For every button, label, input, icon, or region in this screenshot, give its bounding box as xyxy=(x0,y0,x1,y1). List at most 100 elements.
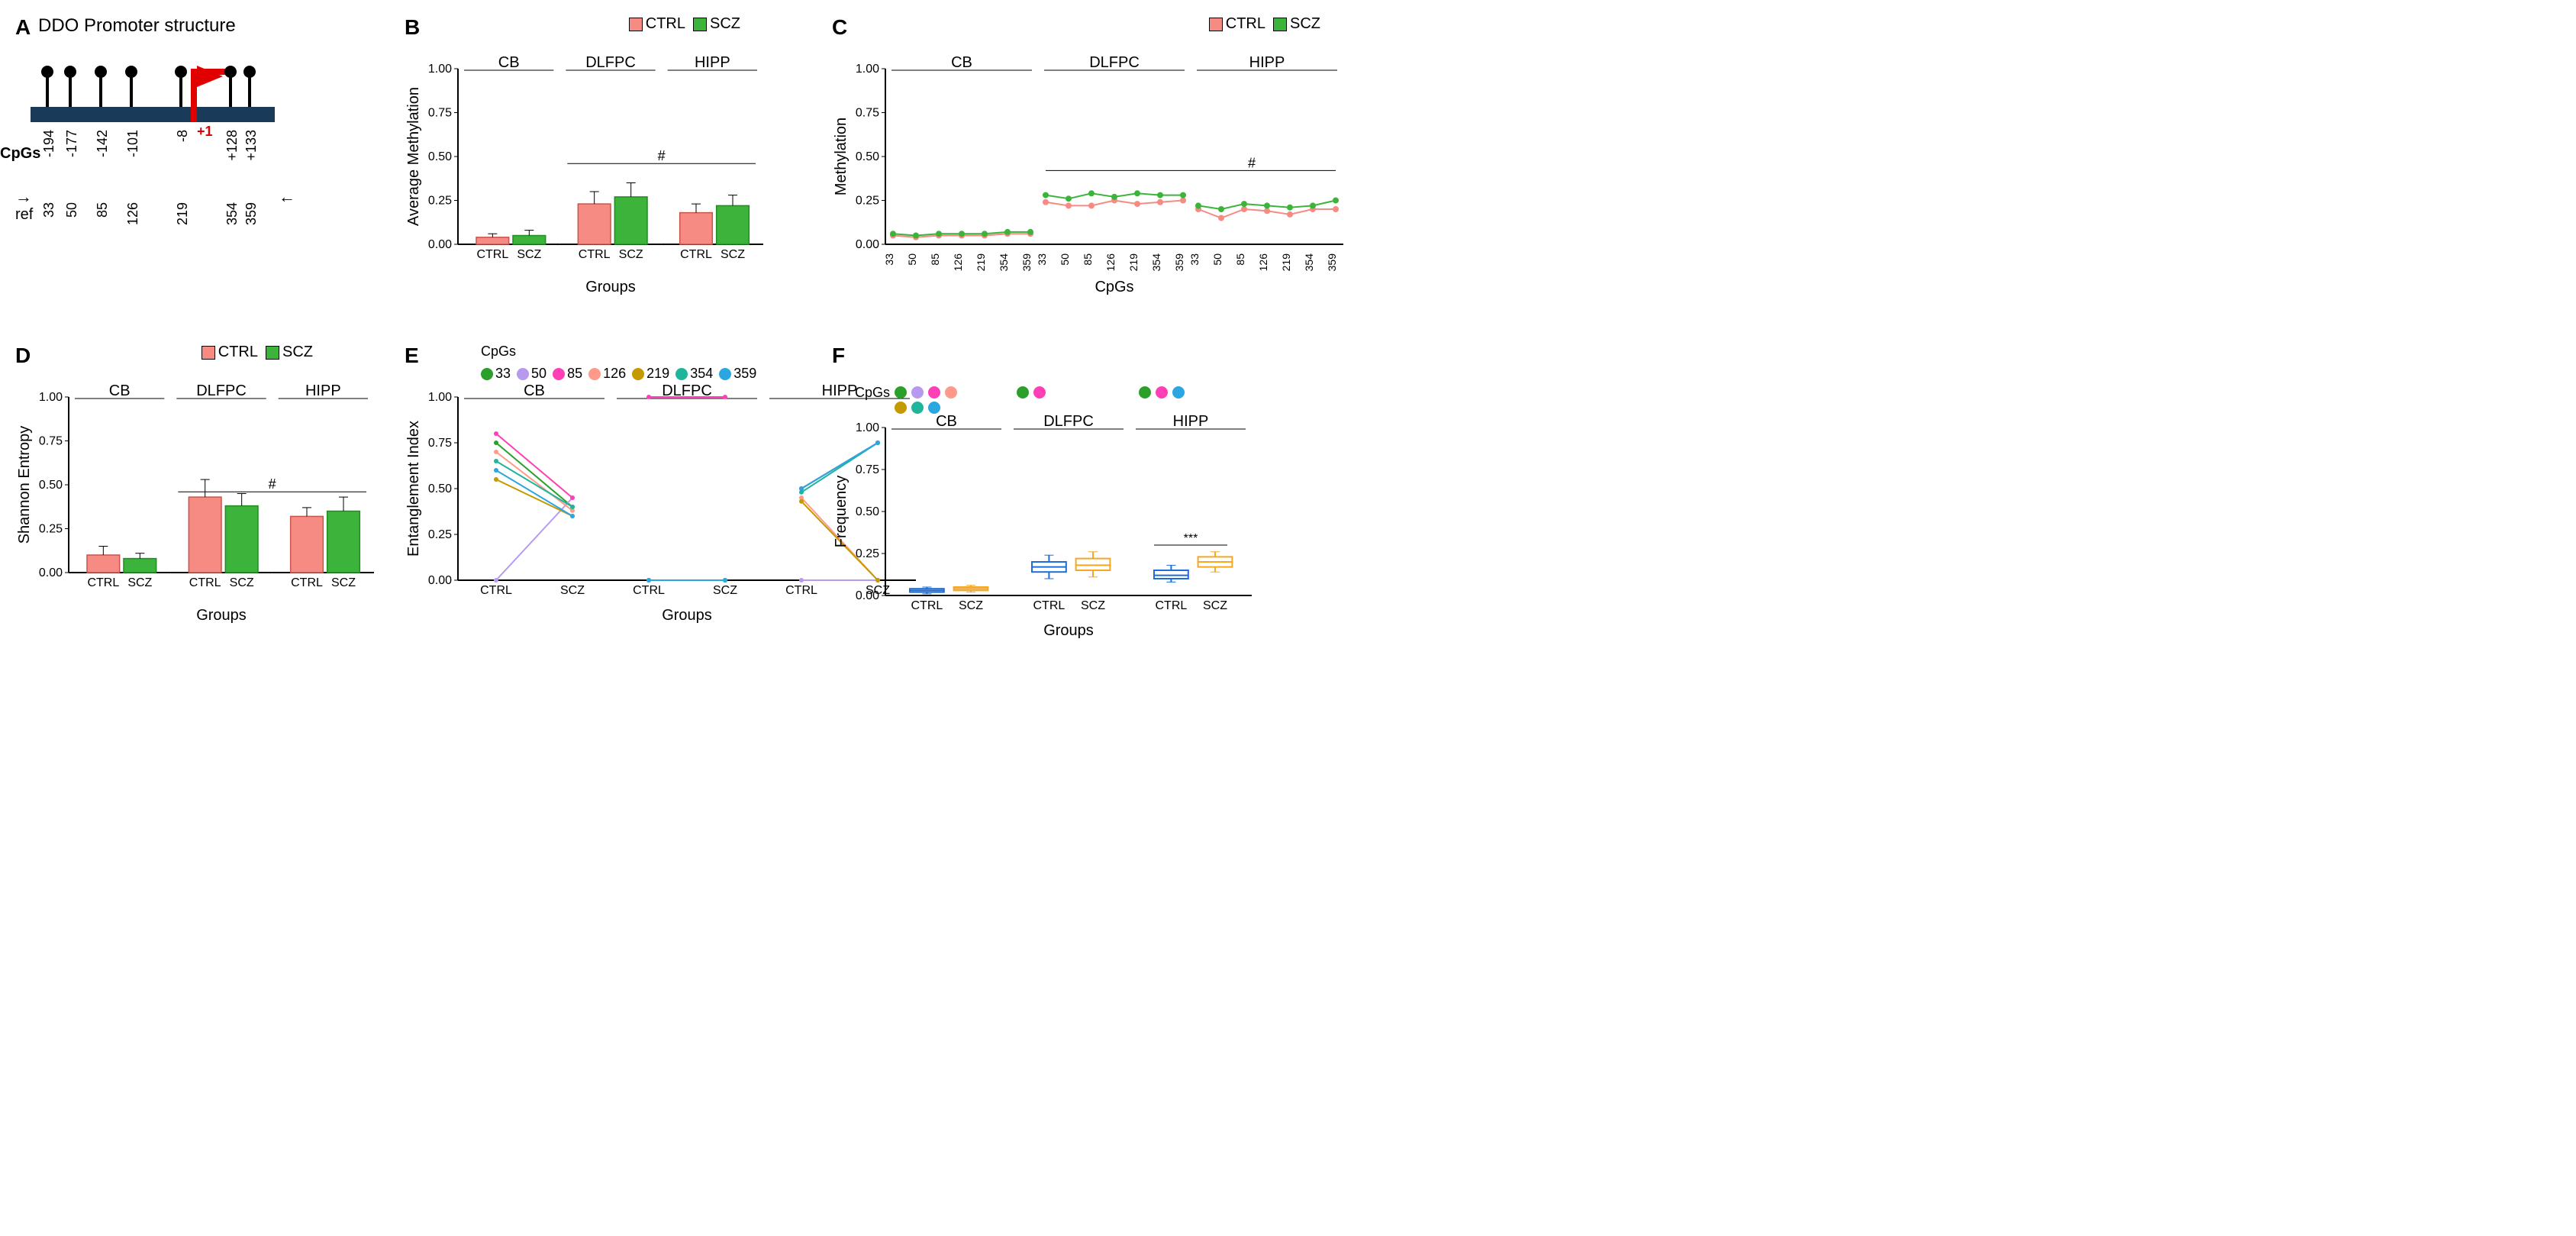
ref-pos: 359 xyxy=(243,202,260,225)
svg-text:0.25: 0.25 xyxy=(428,528,452,541)
svg-text:Groups: Groups xyxy=(196,607,247,624)
ref-pos: 50 xyxy=(64,202,80,218)
panel-a-label: A xyxy=(15,15,31,40)
panel-d-label: D xyxy=(15,344,31,368)
right-primer-arrow: ← xyxy=(279,187,295,207)
cpg-lollipop xyxy=(46,76,49,107)
left-primer-arrow: → xyxy=(15,187,32,207)
svg-text:CpGs: CpGs xyxy=(1095,279,1133,295)
promoter-bar xyxy=(31,107,275,122)
panel-f-label: F xyxy=(832,344,845,368)
svg-text:126: 126 xyxy=(1104,253,1117,272)
svg-text:SCZ: SCZ xyxy=(127,576,152,589)
legend-scz: SCZ xyxy=(710,15,740,33)
svg-text:CTRL: CTRL xyxy=(87,576,119,589)
svg-text:1.00: 1.00 xyxy=(856,63,879,76)
cpg-legend-label: CpGs xyxy=(481,344,516,360)
svg-text:Groups: Groups xyxy=(662,607,712,624)
svg-text:HIPP: HIPP xyxy=(695,54,730,71)
svg-text:219: 219 xyxy=(1127,253,1140,272)
cpg-pos: -8 xyxy=(175,130,191,142)
svg-text:0.00: 0.00 xyxy=(428,238,452,251)
svg-text:359: 359 xyxy=(1173,253,1185,272)
svg-text:#: # xyxy=(269,476,276,492)
panel-f: F CpGsCBCTRLSCZDLFPCCTRLSCZHIPPCTRLSCZ0.… xyxy=(832,344,1366,641)
svg-text:Methylation: Methylation xyxy=(833,118,850,195)
cpgs-row-label: CpGs xyxy=(0,145,40,163)
ref-pos: 354 xyxy=(224,202,240,225)
svg-text:33: 33 xyxy=(1036,253,1048,266)
svg-text:CB: CB xyxy=(951,54,972,71)
cpg-legend-item: 85 xyxy=(553,366,582,382)
legend-scz-d: SCZ xyxy=(282,344,313,361)
cpg-pos: -142 xyxy=(95,130,111,157)
svg-text:DLFPC: DLFPC xyxy=(1043,413,1094,430)
svg-text:CTRL: CTRL xyxy=(476,248,508,261)
svg-text:CB: CB xyxy=(524,382,545,399)
panel-a-title: DDO Promoter structure xyxy=(38,15,236,37)
panel-c-chart: 0.000.250.500.751.00MethylationCB3350851… xyxy=(832,53,1351,298)
svg-text:1.00: 1.00 xyxy=(428,391,452,404)
svg-text:SCZ: SCZ xyxy=(230,576,254,589)
svg-text:DLFPC: DLFPC xyxy=(196,382,247,399)
svg-text:HIPP: HIPP xyxy=(1173,413,1209,430)
svg-text:0.75: 0.75 xyxy=(428,437,452,450)
panel-f-chart: CpGsCBCTRLSCZDLFPCCTRLSCZHIPPCTRLSCZ0.00… xyxy=(832,382,1259,641)
svg-text:50: 50 xyxy=(1059,253,1071,266)
svg-text:#: # xyxy=(658,148,666,163)
svg-text:0.25: 0.25 xyxy=(39,523,63,536)
svg-text:354: 354 xyxy=(1150,253,1162,272)
panel-e-label: E xyxy=(405,344,419,368)
svg-text:***: *** xyxy=(1184,532,1198,545)
svg-text:0.75: 0.75 xyxy=(39,435,63,448)
cpg-legend-item: 126 xyxy=(588,366,626,382)
panel-b-chart: 0.00 0.25 0.50 0.75 1.00 Average Methylation C… xyxy=(405,53,771,298)
svg-text:SCZ: SCZ xyxy=(331,576,356,589)
cpg-pos: +128 xyxy=(224,130,240,161)
svg-text:33: 33 xyxy=(883,253,895,266)
svg-text:Groups: Groups xyxy=(585,279,636,295)
svg-text:CTRL: CTRL xyxy=(189,576,221,589)
promoter-diagram: CpGs → ← ref -194-177-142-101-8+128+133 … xyxy=(15,46,305,244)
legend-ctrl: CTRL xyxy=(646,15,685,33)
legend-scz-c: SCZ xyxy=(1290,15,1320,33)
svg-text:SCZ: SCZ xyxy=(1203,599,1227,612)
svg-text:0.00: 0.00 xyxy=(428,574,452,587)
cpg-legend-item: 50 xyxy=(517,366,546,382)
figure-grid: A DDO Promoter structure CpGs → ← ref -1… xyxy=(15,15,2561,641)
svg-text:Entanglement Index: Entanglement Index xyxy=(405,421,422,557)
svg-text:1.00: 1.00 xyxy=(428,63,452,76)
svg-text:354: 354 xyxy=(1303,253,1315,272)
svg-text:0.50: 0.50 xyxy=(428,482,452,495)
legend-ctrl-d: CTRL xyxy=(218,344,258,361)
panel-c-label: C xyxy=(832,15,847,40)
panel-d: D CTRL SCZ 0.000.250.500.751.00Shannon E… xyxy=(15,344,359,641)
svg-text:85: 85 xyxy=(1234,253,1246,266)
svg-text:0.75: 0.75 xyxy=(428,107,452,120)
cpg-lollipop xyxy=(248,76,251,107)
cpg-legend-item: 219 xyxy=(632,366,669,382)
cpg-pos: -194 xyxy=(41,130,57,157)
svg-text:Average Methylation: Average Methylation xyxy=(405,87,422,226)
panel-e: E CpGs 335085126219354359 0.000.250.500.… xyxy=(405,344,786,641)
cpg-pos: -177 xyxy=(64,130,80,157)
svg-text:SCZ: SCZ xyxy=(713,584,737,597)
svg-text:354: 354 xyxy=(998,253,1010,272)
panel-c: C CTRL SCZ 0.000.250.500.751.00Methylati… xyxy=(832,15,1366,298)
svg-text:85: 85 xyxy=(1082,253,1094,266)
svg-text:0.00: 0.00 xyxy=(856,238,879,251)
legend-ctrl-c: CTRL xyxy=(1226,15,1265,33)
svg-text:0.75: 0.75 xyxy=(856,463,879,476)
svg-text:Frequency: Frequency xyxy=(833,476,850,548)
svg-text:1.00: 1.00 xyxy=(856,421,879,434)
svg-text:SCZ: SCZ xyxy=(721,248,745,261)
svg-text:#: # xyxy=(1248,155,1256,170)
svg-text:CTRL: CTRL xyxy=(785,584,817,597)
svg-text:0.50: 0.50 xyxy=(428,150,452,163)
svg-text:Groups: Groups xyxy=(1043,622,1094,639)
svg-text:359: 359 xyxy=(1020,253,1033,272)
svg-text:CTRL: CTRL xyxy=(633,584,665,597)
cpg-lollipop xyxy=(99,76,102,107)
svg-text:HIPP: HIPP xyxy=(305,382,341,399)
svg-text:0.25: 0.25 xyxy=(428,195,452,208)
